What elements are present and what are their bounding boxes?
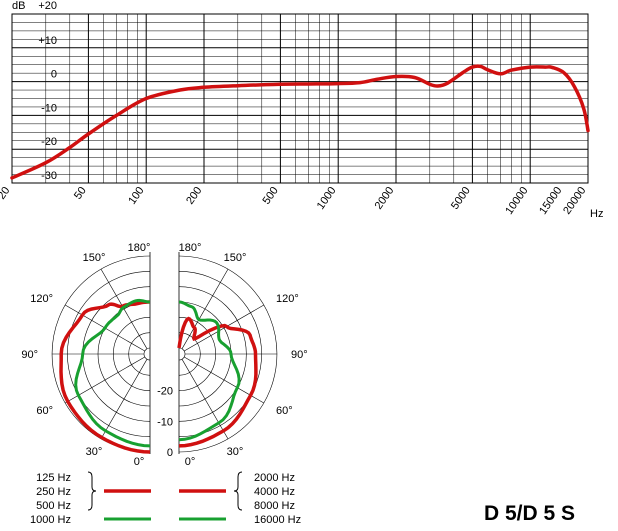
legend-250hz: 250 Hz xyxy=(36,486,71,498)
x-tick-label: 100 xyxy=(126,185,146,207)
freq-response-y-axis: dB +20 +10 0 -10 -20 -30 xyxy=(12,0,57,182)
polar-angle-label: 150° xyxy=(83,252,106,264)
polar-angle-label: 180° xyxy=(179,242,202,254)
polar-angle-label: 30° xyxy=(227,446,244,458)
polar-curves xyxy=(59,298,258,454)
y-tick-label: -10 xyxy=(41,102,57,114)
polar-angle-label: 60° xyxy=(36,405,53,417)
y-tick-label: 0 xyxy=(51,69,57,81)
y-unit-label: dB xyxy=(12,0,25,12)
polar-angle-label: 60° xyxy=(276,405,293,417)
y-tick-label: -20 xyxy=(41,136,57,148)
polar-labels: 180° 180° 150° 150° 120° 120° 90° 90° 60° 60° 30° 3… xyxy=(21,242,307,468)
x-unit-label: Hz xyxy=(590,208,603,220)
polar-level-label: -20 xyxy=(157,386,173,398)
polar-angle-label: 150° xyxy=(224,252,247,264)
polar-curve-high-freq-red xyxy=(177,316,258,448)
polar-curve-low-freq-red xyxy=(59,300,151,454)
polar-angle-label: 0° xyxy=(134,456,145,468)
polar-curve-16000hz-green xyxy=(178,300,241,442)
polar-angle-label: 120° xyxy=(30,293,53,305)
x-tick-label: 20000 xyxy=(561,185,588,217)
polar-angle-label: 120° xyxy=(276,293,299,305)
legend-8000hz: 8000 Hz xyxy=(254,500,295,512)
polar-angle-label: 30° xyxy=(86,446,103,458)
legend-125hz: 125 Hz xyxy=(36,472,71,484)
x-tick-label: 50 xyxy=(72,185,89,202)
legend-4000hz: 4000 Hz xyxy=(254,486,295,498)
legend-16000hz: 16000 Hz xyxy=(254,514,301,526)
polar-angle-label: 90° xyxy=(291,349,308,361)
x-tick-label: 15000 xyxy=(537,185,564,217)
legend-left-brace xyxy=(87,471,97,511)
x-tick-label: 200 xyxy=(184,185,204,207)
polar-angle-label: 90° xyxy=(21,349,38,361)
polar-level-label: 0 xyxy=(167,447,173,459)
legend-500hz: 500 Hz xyxy=(36,500,71,512)
freq-response-x-axis: Hz 20 50 100 200 500 1000 2000 5000 10000 1500020… xyxy=(0,185,603,220)
polar-curve-1000hz-green xyxy=(74,298,151,448)
polar-angle-label: 0° xyxy=(185,456,196,468)
model-name: D 5/D 5 S xyxy=(484,502,575,525)
legend-2000hz: 2000 Hz xyxy=(254,472,295,484)
polar-legend: 125 Hz 250 Hz 500 Hz 1000 Hz 2000 Hz 400… xyxy=(30,471,301,526)
polar-angle-label: 180° xyxy=(128,242,151,254)
x-tick-label: 2000 xyxy=(373,185,397,212)
freq-response-line xyxy=(10,64,590,180)
y-tick-label: +20 xyxy=(38,0,57,12)
legend-right-brace xyxy=(233,471,243,511)
freq-response-grid xyxy=(11,13,589,184)
y-tick-label: -30 xyxy=(41,170,57,182)
x-tick-label: 20 xyxy=(0,185,12,202)
polar-level-label: -10 xyxy=(157,416,173,428)
legend-1000hz: 1000 Hz xyxy=(30,514,71,526)
x-tick-label: 10000 xyxy=(503,185,530,217)
x-tick-label: 500 xyxy=(261,185,281,207)
x-tick-label: 5000 xyxy=(449,185,473,212)
y-tick-label: +10 xyxy=(38,35,57,47)
x-tick-label: 1000 xyxy=(315,185,339,212)
